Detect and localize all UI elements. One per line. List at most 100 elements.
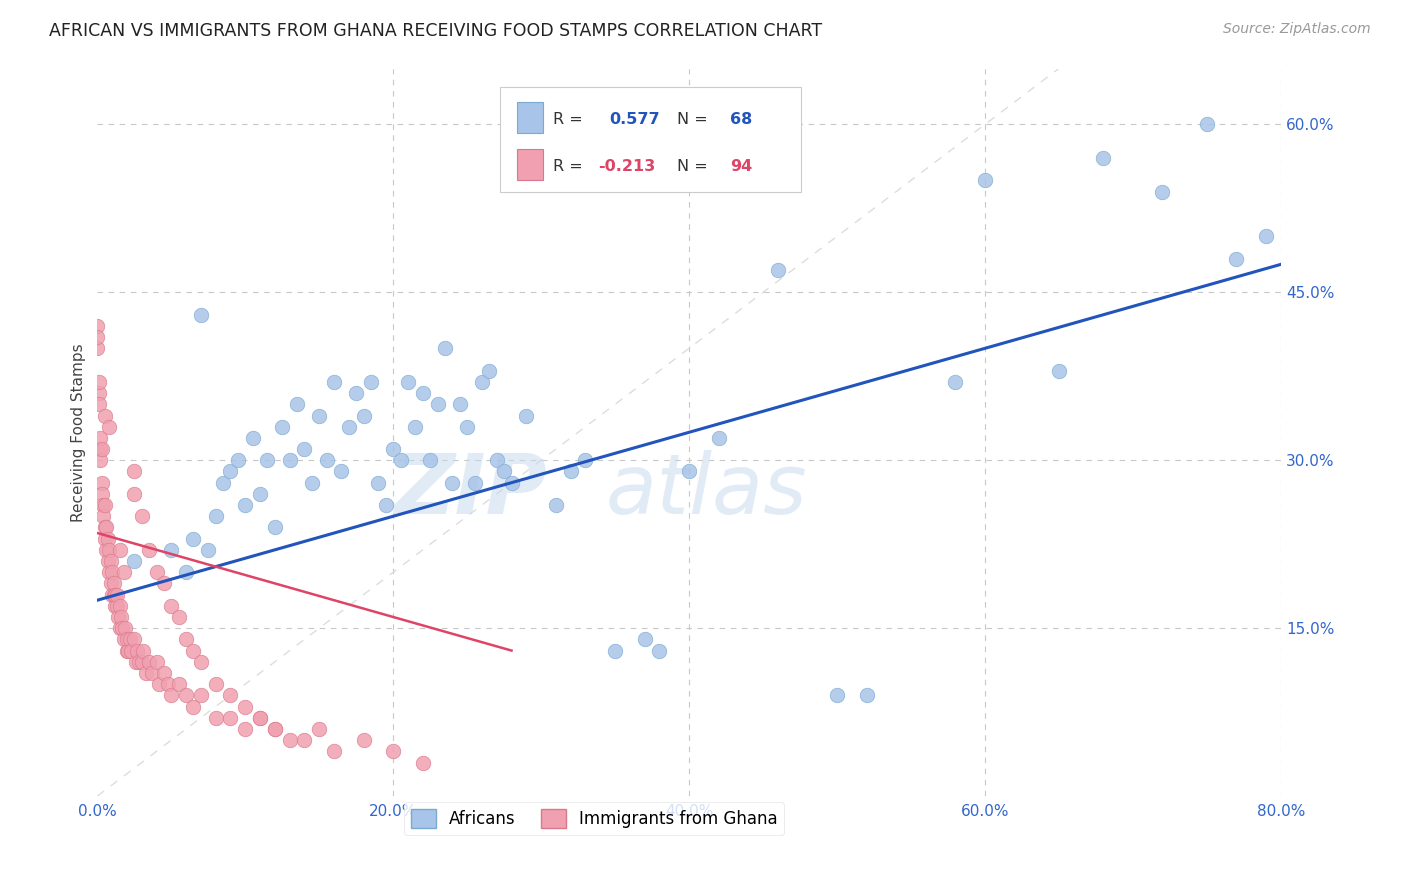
- Point: [219, 689, 242, 703]
- Point: [323, 744, 346, 758]
- Point: [101, 566, 124, 580]
- Point: [89, 431, 111, 445]
- Point: [449, 397, 471, 411]
- Point: [91, 509, 114, 524]
- Point: [131, 509, 153, 524]
- Point: [973, 173, 995, 187]
- Text: atlas: atlas: [606, 450, 807, 531]
- Point: [707, 431, 730, 445]
- Point: [94, 498, 117, 512]
- Point: [108, 542, 131, 557]
- Point: [233, 498, 256, 512]
- Point: [412, 386, 434, 401]
- Point: [112, 632, 135, 647]
- Point: [367, 475, 389, 490]
- Point: [110, 610, 132, 624]
- Point: [103, 576, 125, 591]
- Point: [382, 744, 405, 758]
- Text: Source: ZipAtlas.com: Source: ZipAtlas.com: [1223, 22, 1371, 37]
- Point: [112, 566, 135, 580]
- Point: [271, 419, 294, 434]
- Point: [278, 733, 301, 747]
- Point: [1047, 364, 1070, 378]
- Point: [124, 487, 146, 501]
- Point: [404, 419, 426, 434]
- Text: N =: N =: [678, 160, 713, 175]
- Point: [574, 453, 596, 467]
- Point: [323, 375, 346, 389]
- Point: [90, 487, 112, 501]
- Point: [96, 542, 118, 557]
- Point: [160, 542, 183, 557]
- Point: [131, 655, 153, 669]
- Point: [125, 655, 148, 669]
- Point: [128, 655, 150, 669]
- Point: [560, 465, 582, 479]
- Point: [315, 453, 337, 467]
- Point: [419, 453, 441, 467]
- Point: [91, 498, 114, 512]
- Point: [94, 409, 117, 423]
- Point: [249, 711, 271, 725]
- Point: [96, 520, 118, 534]
- Point: [174, 689, 197, 703]
- Point: [94, 532, 117, 546]
- Point: [174, 566, 197, 580]
- Point: [145, 566, 167, 580]
- Point: [441, 475, 464, 490]
- Point: [118, 632, 141, 647]
- Point: [285, 397, 308, 411]
- Point: [471, 375, 494, 389]
- Text: ZIP: ZIP: [395, 450, 547, 531]
- Point: [98, 419, 121, 434]
- Point: [100, 554, 122, 568]
- Point: [544, 498, 567, 512]
- Point: [464, 475, 486, 490]
- Point: [108, 621, 131, 635]
- Point: [183, 532, 205, 546]
- Point: [501, 475, 523, 490]
- Point: [124, 554, 146, 568]
- Point: [89, 442, 111, 456]
- Text: R =: R =: [553, 112, 588, 128]
- Point: [167, 610, 190, 624]
- Point: [256, 453, 278, 467]
- Point: [190, 308, 212, 322]
- Point: [294, 442, 316, 456]
- Point: [190, 655, 212, 669]
- Point: [412, 756, 434, 770]
- Point: [1092, 151, 1115, 165]
- Point: [89, 453, 111, 467]
- Point: [111, 621, 134, 635]
- Point: [197, 542, 219, 557]
- Point: [766, 263, 789, 277]
- Point: [87, 375, 110, 389]
- Point: [308, 409, 330, 423]
- Point: [263, 722, 285, 736]
- Point: [603, 643, 626, 657]
- Point: [148, 677, 170, 691]
- Point: [153, 576, 176, 591]
- Point: [485, 453, 508, 467]
- FancyBboxPatch shape: [517, 150, 544, 180]
- Text: N =: N =: [678, 112, 713, 128]
- Point: [124, 632, 146, 647]
- Point: [98, 542, 121, 557]
- Point: [101, 588, 124, 602]
- Point: [167, 677, 190, 691]
- Point: [132, 643, 155, 657]
- Point: [634, 632, 657, 647]
- Point: [141, 665, 163, 680]
- Point: [233, 722, 256, 736]
- Point: [160, 599, 183, 613]
- Point: [100, 576, 122, 591]
- Point: [478, 364, 501, 378]
- Point: [115, 632, 138, 647]
- Point: [219, 465, 242, 479]
- Point: [117, 643, 139, 657]
- Point: [174, 632, 197, 647]
- Point: [374, 498, 396, 512]
- Point: [183, 699, 205, 714]
- Point: [108, 599, 131, 613]
- FancyBboxPatch shape: [517, 103, 544, 133]
